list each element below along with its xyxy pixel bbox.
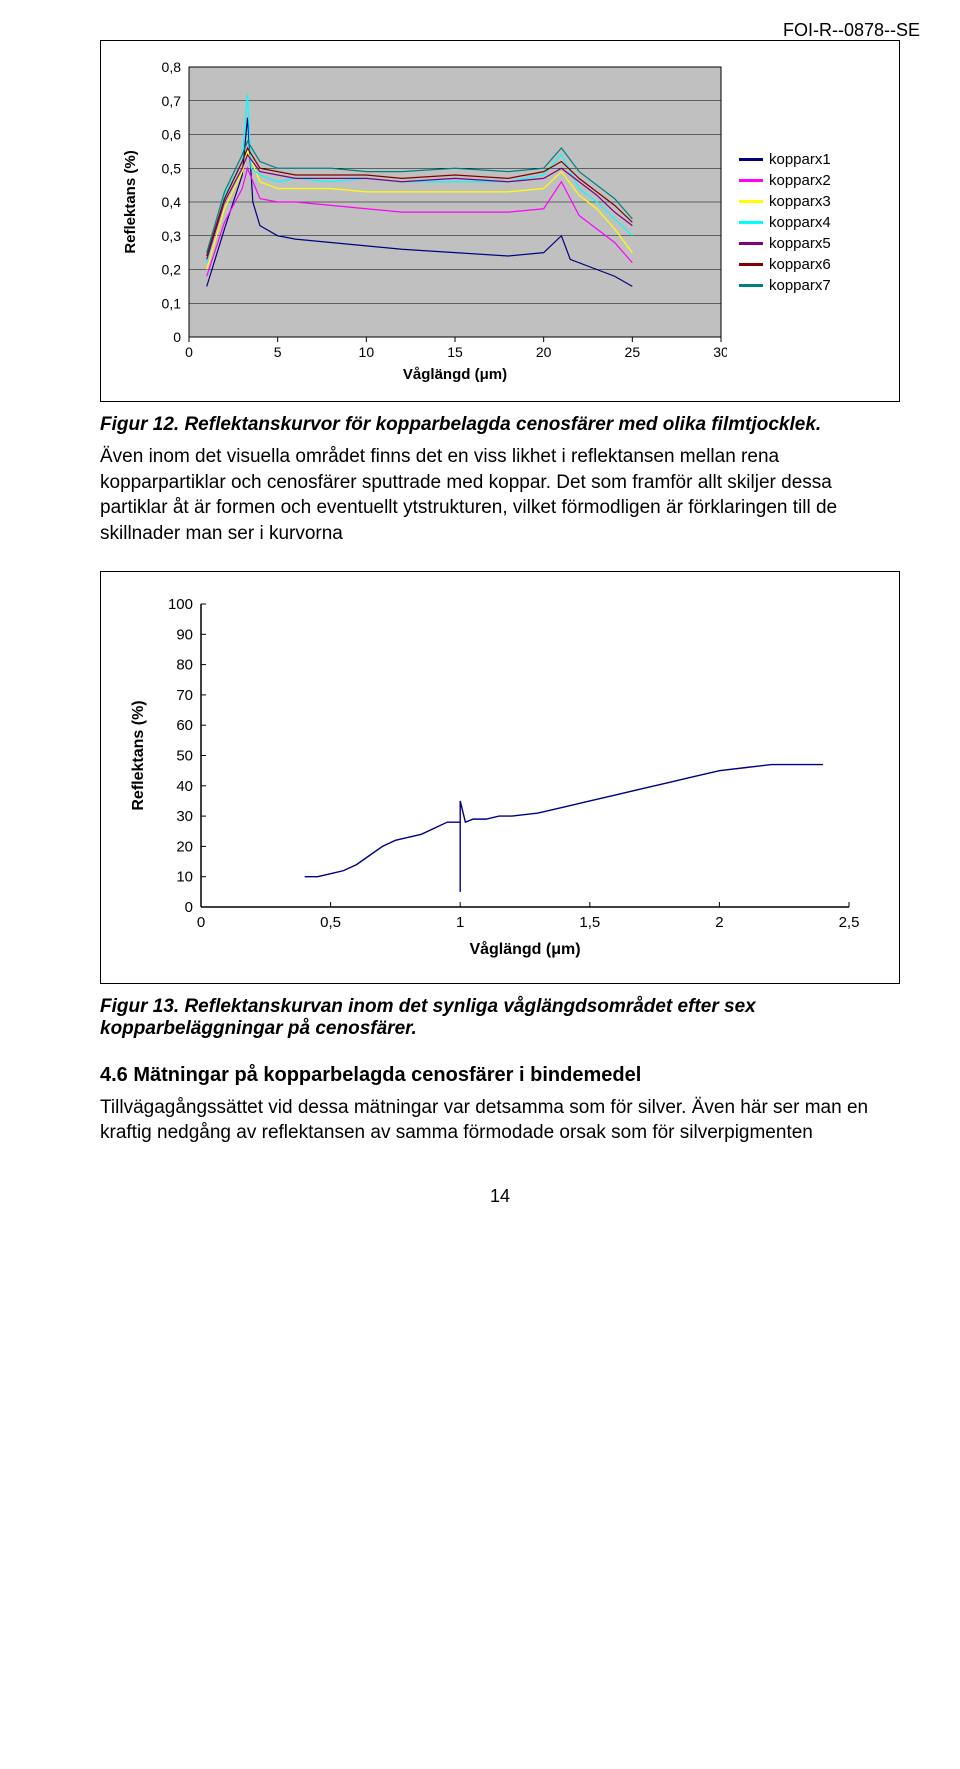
legend-label: kopparx1 [769, 151, 831, 168]
legend-swatch [739, 221, 763, 224]
svg-text:0: 0 [185, 344, 193, 360]
svg-text:50: 50 [176, 747, 193, 764]
svg-text:15: 15 [447, 344, 463, 360]
svg-text:40: 40 [176, 777, 193, 794]
legend-label: kopparx7 [769, 277, 831, 294]
svg-text:25: 25 [625, 344, 641, 360]
svg-text:90: 90 [176, 626, 193, 643]
svg-text:10: 10 [176, 868, 193, 885]
legend-label: kopparx2 [769, 172, 831, 189]
svg-text:0: 0 [197, 914, 205, 931]
svg-text:0,4: 0,4 [162, 194, 182, 210]
chart2-svg: 0 10 20 30 40 50 60 70 80 90 100 0 0,5 1 1,5 2 2,5 Reflek… [121, 592, 861, 962]
figure12-caption: Figur 12. Reflektanskurvor för kopparbel… [100, 414, 900, 436]
section46-paragraph: Tillvägagångssättet vid dessa mätningar … [100, 1095, 900, 1146]
legend-swatch [739, 158, 763, 161]
figure12-paragraph: Även inom det visuella området finns det… [100, 444, 900, 547]
svg-text:0,8: 0,8 [162, 59, 182, 75]
legend-swatch [739, 263, 763, 266]
svg-text:2,5: 2,5 [839, 914, 860, 931]
svg-text:0,5: 0,5 [320, 914, 341, 931]
svg-text:Reflektans (%): Reflektans (%) [122, 150, 139, 253]
svg-text:80: 80 [176, 656, 193, 673]
svg-text:Våglängd (μm): Våglängd (μm) [403, 366, 507, 383]
chart1-legend: kopparx1 kopparx2 kopparx3 kopparx4 kopparx5… [739, 151, 831, 294]
svg-text:0,6: 0,6 [162, 127, 182, 143]
svg-text:Våglängd (μm): Våglängd (μm) [469, 940, 580, 958]
svg-text:20: 20 [176, 838, 193, 855]
legend-swatch [739, 179, 763, 182]
chart2-frame: 0 10 20 30 40 50 60 70 80 90 100 0 0,5 1 1,5 2 2,5 Reflek… [100, 571, 900, 984]
section46-title: 4.6 Mätningar på kopparbelagda cenosfäre… [100, 1064, 900, 1087]
chart1-frame: 0 0,1 0,2 0,3 0,4 0,5 0,6 0,7 0,8 0 5 10 15 20 25 30 Ref… [100, 40, 900, 402]
svg-text:0,5: 0,5 [162, 160, 182, 176]
svg-text:1: 1 [456, 914, 464, 931]
legend-label: kopparx6 [769, 256, 831, 273]
svg-text:0,1: 0,1 [162, 295, 182, 311]
legend-swatch [739, 242, 763, 245]
svg-text:0,2: 0,2 [162, 262, 182, 278]
svg-text:1,5: 1,5 [579, 914, 600, 931]
svg-text:0,7: 0,7 [162, 93, 182, 109]
svg-text:30: 30 [176, 808, 193, 825]
svg-text:0: 0 [173, 329, 181, 345]
svg-text:2: 2 [715, 914, 723, 931]
svg-text:0,3: 0,3 [162, 228, 182, 244]
chart1-svg: 0 0,1 0,2 0,3 0,4 0,5 0,6 0,7 0,8 0 5 10 15 20 25 30 Ref… [117, 57, 727, 387]
svg-text:30: 30 [713, 344, 727, 360]
legend-label: kopparx4 [769, 214, 831, 231]
svg-text:10: 10 [359, 344, 375, 360]
legend-item: kopparx3 [739, 193, 831, 210]
svg-text:0: 0 [185, 899, 193, 916]
legend-label: kopparx5 [769, 235, 831, 252]
svg-text:5: 5 [274, 344, 282, 360]
legend-item: kopparx6 [739, 256, 831, 273]
page-number: 14 [100, 1186, 900, 1207]
legend-swatch [739, 200, 763, 203]
legend-item: kopparx1 [739, 151, 831, 168]
figure13-caption: Figur 13. Reflektanskurvan inom det synl… [100, 996, 900, 1040]
legend-item: kopparx4 [739, 214, 831, 231]
legend-item: kopparx7 [739, 277, 831, 294]
legend-swatch [739, 284, 763, 287]
legend-item: kopparx5 [739, 235, 831, 252]
svg-text:Reflektans (%): Reflektans (%) [130, 700, 147, 810]
svg-text:20: 20 [536, 344, 552, 360]
legend-item: kopparx2 [739, 172, 831, 189]
svg-text:70: 70 [176, 686, 193, 703]
legend-label: kopparx3 [769, 193, 831, 210]
svg-text:60: 60 [176, 717, 193, 734]
doc-id-header: FOI-R--0878--SE [783, 20, 920, 41]
svg-text:100: 100 [168, 596, 193, 613]
